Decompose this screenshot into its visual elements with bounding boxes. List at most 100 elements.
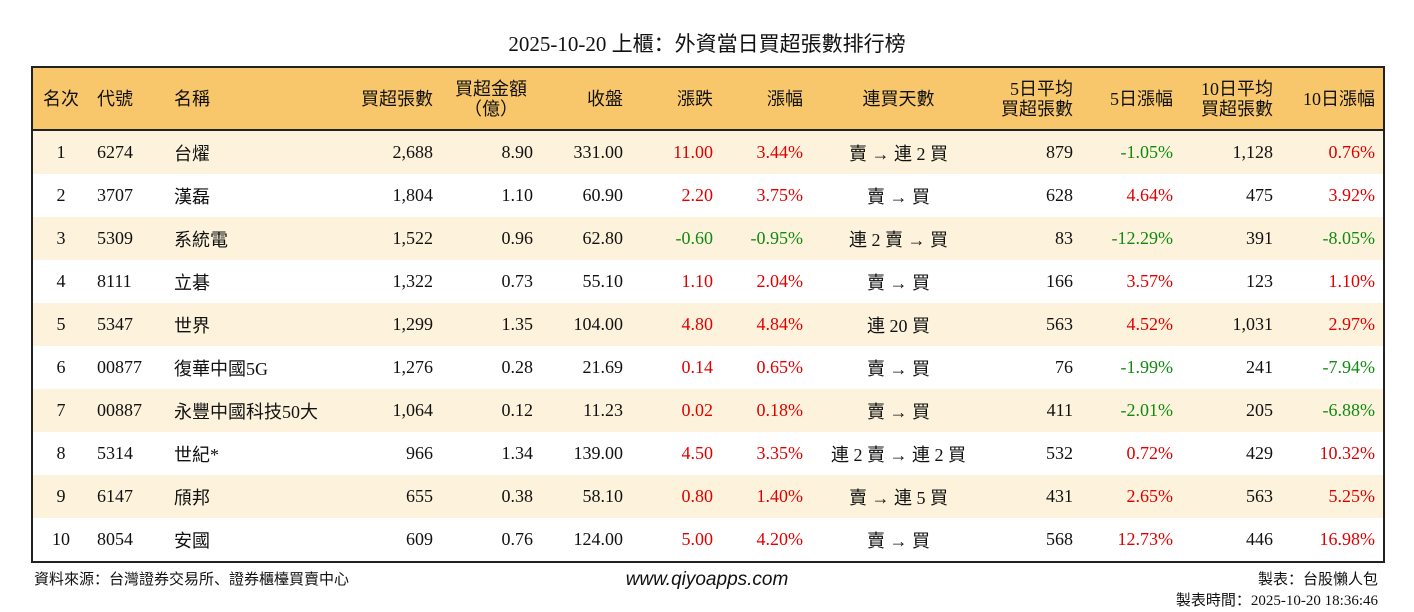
table-cell: -6.88% (1322, 400, 1376, 420)
table-cell: 5.00 (681, 529, 714, 549)
table-cell: -0.60 (675, 228, 714, 248)
table-cell: 3 (56, 228, 66, 248)
table-cell: 1,804 (392, 185, 434, 205)
table-cell: 431 (1046, 486, 1073, 506)
table-cell: 5347 (97, 314, 133, 334)
header-cell: 名次 (32, 67, 89, 131)
header-cell: 5日漲幅 (1081, 67, 1181, 131)
header-cell: 代號 (89, 67, 166, 131)
table-cell: 0.28 (501, 357, 534, 377)
table-cell: 391 (1246, 228, 1273, 248)
author: 製表：台股懶人包 (1257, 572, 1378, 588)
header-cell: 連買天數 (811, 67, 986, 131)
table-cell: 966 (406, 443, 433, 463)
header-cell: 收盤 (541, 67, 631, 131)
table-cell: 4.80 (681, 314, 714, 334)
header-cell: 10日平均 買超張數 (1181, 67, 1281, 131)
table-cell: 0.38 (501, 486, 534, 506)
table-cell: 賣 → 買 (867, 358, 930, 379)
table-cell: 7 (56, 400, 66, 420)
table-cell: 頎邦 (174, 487, 210, 508)
table-cell: 1,128 (1232, 142, 1274, 162)
ranking-table: 名次 代號 名稱 買超張數 買超金額 （億） 收盤 漲跌 漲幅 連買天數 5日平均 買超張數 5日漲… (31, 66, 1385, 563)
table-cell: 1,522 (392, 228, 434, 248)
table-cell: 11.00 (673, 142, 713, 162)
header-row: 名次 代號 名稱 買超張數 買超金額 （億） 收盤 漲跌 漲幅 連買天數 5日平均 買超張數 5日漲… (32, 67, 1384, 131)
table-cell: 609 (406, 529, 433, 549)
table-cell: 655 (406, 486, 433, 506)
table-cell: 12.73% (1117, 529, 1174, 549)
table-cell: 2.97% (1328, 314, 1376, 334)
table-cell: 446 (1246, 529, 1273, 549)
table-cell: 10 (52, 529, 70, 549)
table-cell: 6 (56, 357, 66, 377)
table-cell: 2 (56, 185, 66, 205)
table-cell: 世界 (174, 315, 210, 336)
table-row: 4 8111 立碁 1,322 0.73 55.10 1.10 2.04% 賣 → 買 166 3.… (32, 260, 1384, 303)
table-cell: 568 (1046, 529, 1073, 549)
table-cell: 1,322 (392, 271, 434, 291)
website: www.qiyoapps.com (625, 569, 789, 590)
table-cell: 429 (1246, 443, 1273, 463)
table-cell: 139.00 (573, 443, 624, 463)
table-row: 9 6147 頎邦 655 0.38 58.10 0.80 1.40% 賣 → 連 5 買 431… (32, 475, 1384, 518)
table-cell: 連 2 賣 → 買 (849, 229, 948, 250)
table-cell: 16.98% (1319, 529, 1376, 549)
table-cell: 1.40% (756, 486, 804, 506)
timestamp: 製表時間：2025-10-20 18:36:46 (1175, 593, 1378, 609)
table-cell: 00877 (97, 357, 142, 377)
table-cell: 3.35% (756, 443, 804, 463)
table-cell: 5.25% (1328, 486, 1376, 506)
table-cell: 系統電 (174, 229, 228, 250)
table-cell: 4.84% (756, 314, 804, 334)
table-row: 7 00887 永豐中國科技50大 1,064 0.12 11.23 0.02 0.18% 賣 … (32, 389, 1384, 432)
table-cell: 0.96 (501, 228, 534, 248)
table-cell: 安國 (174, 530, 210, 551)
table-cell: -12.29% (1111, 228, 1174, 248)
table-cell: 8 (56, 443, 66, 463)
table-cell: 10.32% (1319, 443, 1376, 463)
table-cell: 83 (1055, 228, 1073, 248)
table-cell: 1.10 (681, 271, 714, 291)
table-cell: 6147 (97, 486, 133, 506)
table-cell: 賣 → 買 (867, 401, 930, 422)
table-cell: 1,276 (392, 357, 434, 377)
table-cell: 5314 (97, 443, 133, 463)
table-cell: 205 (1246, 400, 1273, 420)
table-cell: 5309 (97, 228, 133, 248)
table-cell: 21.69 (582, 357, 624, 377)
table-row: 8 5314 世紀* 966 1.34 139.00 4.50 3.35% 連 2 賣 → 連 … (32, 432, 1384, 475)
table-cell: 2.65% (1126, 486, 1174, 506)
table-row: 5 5347 世界 1,299 1.35 104.00 4.80 4.84% 連 20 買 563… (32, 303, 1384, 346)
table-cell: -2.01% (1120, 400, 1174, 420)
table-cell: 復華中國5G (174, 358, 268, 379)
table-cell: 411 (1046, 400, 1073, 420)
table-cell: 0.14 (681, 357, 714, 377)
table-cell: -1.99% (1120, 357, 1174, 377)
table-row: 6 00877 復華中國5G 1,276 0.28 21.69 0.14 0.65% 賣 → 買… (32, 346, 1384, 389)
table-cell: 0.02 (681, 400, 714, 420)
table-cell: 4 (56, 271, 66, 291)
table-cell: 58.10 (582, 486, 624, 506)
table-cell: 8.90 (501, 142, 534, 162)
table-cell: 1,031 (1232, 314, 1274, 334)
table-cell: 11.23 (583, 400, 623, 420)
table-cell: 3707 (97, 185, 133, 205)
table-row: 10 8054 安國 609 0.76 124.00 5.00 4.20% 賣 → 買 568 12… (32, 518, 1384, 562)
table-cell: 3.92% (1328, 185, 1376, 205)
table-cell: 1 (56, 142, 66, 162)
table-cell: 3.75% (756, 185, 804, 205)
table-cell: 166 (1046, 271, 1073, 291)
table-cell: 2.04% (756, 271, 804, 291)
table-cell: 賣 → 買 (867, 272, 930, 293)
table-cell: 4.50 (681, 443, 714, 463)
table-cell: 76 (1055, 357, 1073, 377)
table-cell: 124.00 (573, 529, 624, 549)
table-cell: 6274 (97, 142, 133, 162)
table-cell: 0.65% (756, 357, 804, 377)
header-cell: 10日漲幅 (1281, 67, 1384, 131)
table-cell: 4.64% (1126, 185, 1174, 205)
table-cell: 0.73 (501, 271, 534, 291)
table-cell: 3.57% (1126, 271, 1174, 291)
